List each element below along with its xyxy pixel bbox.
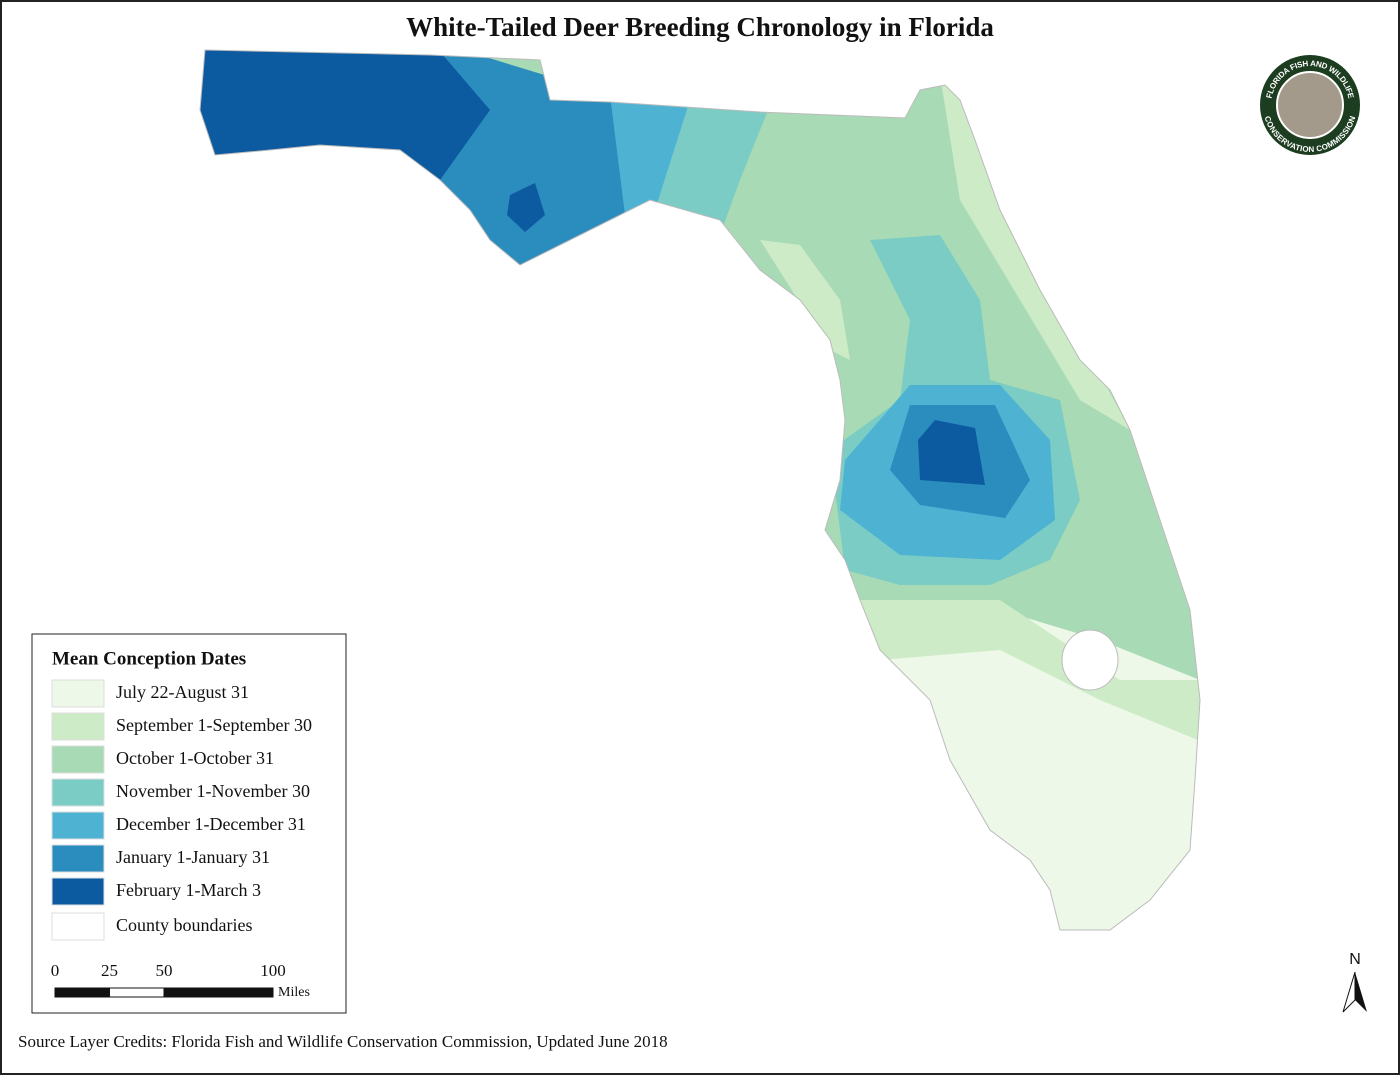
legend-label: September 1-September 30 <box>116 715 312 735</box>
legend-swatch <box>51 778 105 807</box>
legend-swatch <box>51 811 105 840</box>
title: White-Tailed Deer Breeding Chronology in… <box>406 12 994 42</box>
legend-items: July 22-August 31 September 1-September 3… <box>51 679 312 941</box>
scale-label: 50 <box>156 961 173 980</box>
legend-label: December 1-December 31 <box>116 814 306 834</box>
legend-swatch <box>51 745 105 774</box>
scale-segment <box>163 987 274 998</box>
scale-segment <box>109 987 165 998</box>
source-credits: Source Layer Credits: Florida Fish and W… <box>18 1032 668 1051</box>
legend-label: November 1-November 30 <box>116 781 310 801</box>
zone <box>655 100 770 235</box>
zone <box>860 600 1200 745</box>
scale-unit: Miles <box>278 985 310 1000</box>
scale-segment <box>54 987 110 998</box>
legend-title: Mean Conception Dates <box>52 648 246 669</box>
legend-label: October 1-October 31 <box>116 748 274 768</box>
legend-swatch <box>51 844 105 873</box>
legend-label: February 1-March 3 <box>116 880 261 900</box>
legend-swatch <box>51 912 105 941</box>
legend-label: January 1-January 31 <box>116 847 270 867</box>
scale-label: 0 <box>51 961 60 980</box>
legend-swatch <box>51 712 105 741</box>
north-label: N <box>1349 951 1361 968</box>
legend-swatch <box>51 679 105 708</box>
zone <box>507 183 545 232</box>
logo: FLORIDA FISH AND WILDLIFE CONSERVATION C… <box>1260 55 1360 155</box>
legend-label: July 22-August 31 <box>116 682 249 702</box>
zone <box>200 50 490 180</box>
legend-swatch <box>51 877 105 906</box>
north-arrow-right <box>1355 972 1367 1012</box>
zone <box>600 95 690 220</box>
legend-label: County boundaries <box>116 915 253 935</box>
scale-bar: 0 25 50 100 Miles <box>51 961 310 1000</box>
scale-label: 25 <box>101 961 118 980</box>
logo-center <box>1276 71 1344 139</box>
zone <box>918 420 985 485</box>
zone <box>760 240 850 360</box>
lake-okeechobee <box>1061 629 1119 691</box>
scale-label: 100 <box>260 961 286 980</box>
